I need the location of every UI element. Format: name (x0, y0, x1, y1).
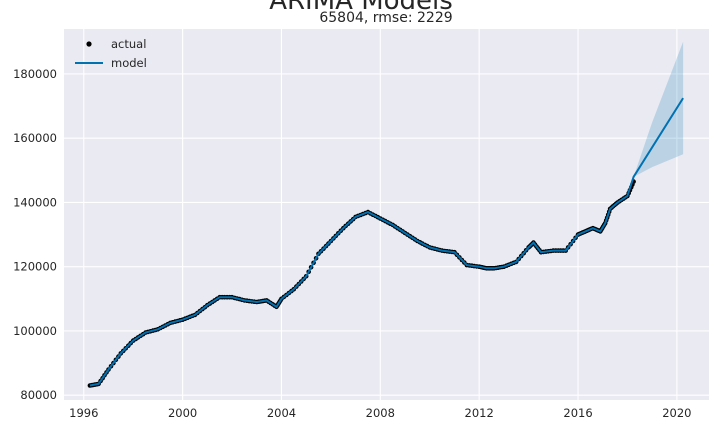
y-tick-label: 80000 (20, 388, 57, 402)
x-tick-label: 2004 (267, 406, 296, 420)
x-axis-ticks: 1996 2000 2004 2008 2012 2016 2020 (69, 406, 691, 420)
x-tick-label: 2012 (465, 406, 494, 420)
y-tick-label: 120000 (13, 260, 57, 274)
legend-actual-label: actual (111, 37, 146, 51)
confidence-band (633, 41, 684, 177)
legend: actual model (75, 37, 147, 70)
y-tick-label: 180000 (13, 67, 57, 81)
x-tick-label: 2016 (563, 406, 592, 420)
chart-title: ARIMA Models (269, 0, 453, 16)
y-tick-label: 160000 (13, 131, 57, 145)
x-tick-label: 2008 (366, 406, 395, 420)
y-tick-label: 140000 (13, 195, 57, 209)
model-series-line (89, 97, 684, 387)
x-tick-label: 1996 (69, 406, 98, 420)
x-tick-label: 2000 (168, 406, 197, 420)
legend-model-label: model (111, 56, 147, 70)
y-axis-ticks: 80000 100000 120000 140000 160000 180000 (13, 67, 57, 402)
plot-background (64, 29, 709, 400)
y-tick-label: 100000 (13, 324, 57, 338)
legend-actual-marker (86, 41, 92, 47)
grid-lines (64, 29, 709, 400)
x-tick-label: 2020 (662, 406, 691, 420)
chart-subtitle: 65804, rmse: 2229 (319, 10, 452, 26)
